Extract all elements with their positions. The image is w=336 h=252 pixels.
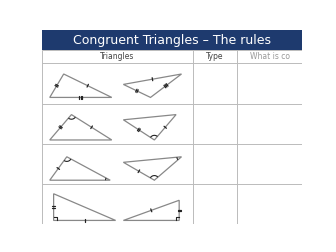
Text: Congruent Triangles – The rules: Congruent Triangles – The rules xyxy=(73,34,271,47)
Text: Triangles: Triangles xyxy=(100,52,135,61)
Bar xyxy=(42,50,302,224)
Bar xyxy=(42,30,302,50)
Text: What is co: What is co xyxy=(250,52,290,61)
Text: Type: Type xyxy=(206,52,224,61)
